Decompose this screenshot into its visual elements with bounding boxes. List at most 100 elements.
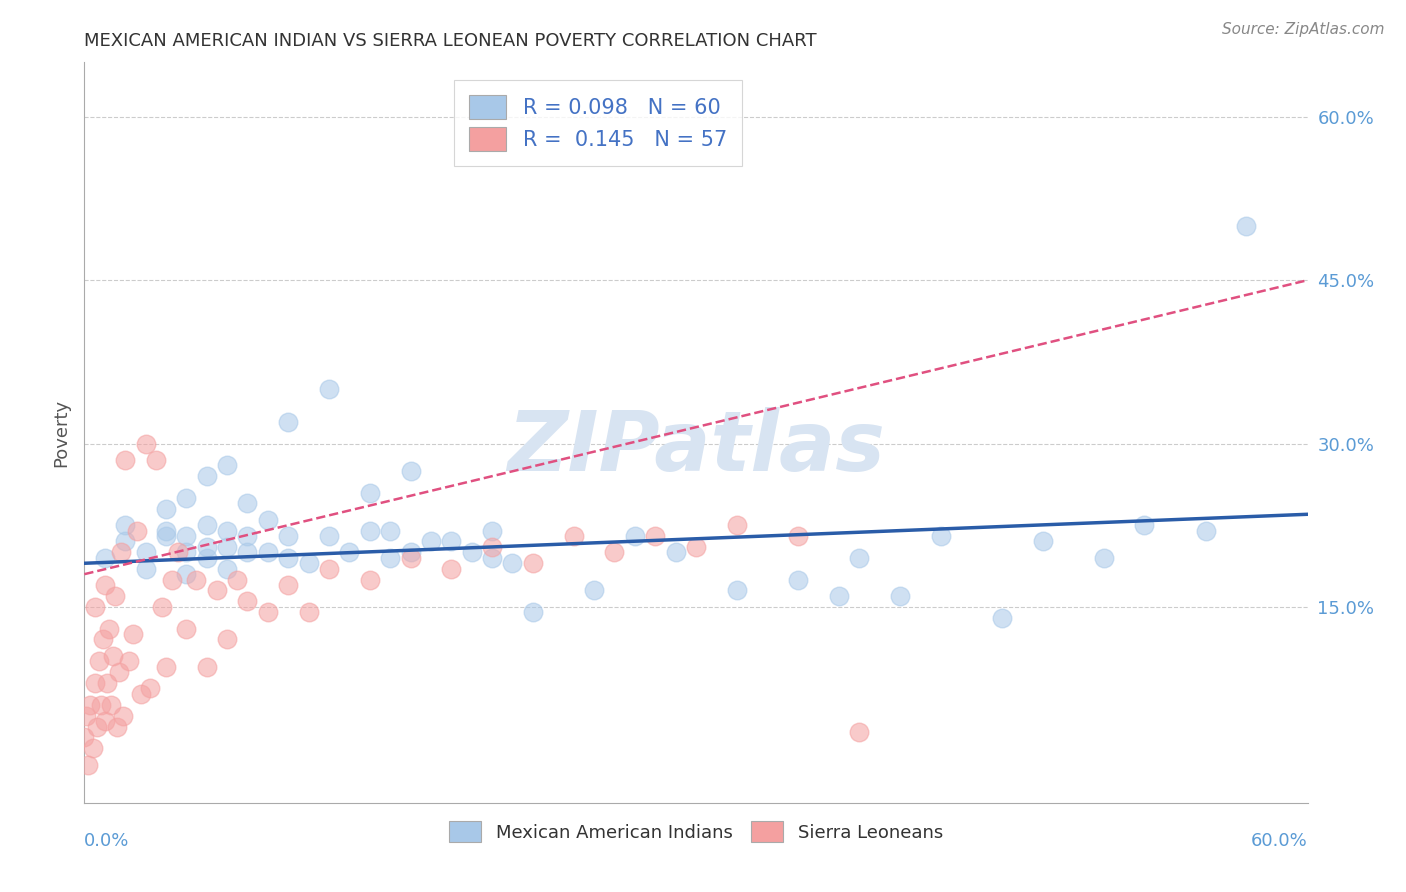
Point (359, 485, 381, 500)
Point (624, 529, 647, 543)
Point (399, 464, 422, 478)
Point (440, 562, 463, 576)
Point (236, 496, 259, 510)
Point (83, 676, 105, 690)
Point (725, 518, 748, 533)
Point (257, 513, 280, 527)
Point (644, 529, 666, 543)
Point (217, 562, 239, 576)
Point (226, 573, 249, 587)
Point (481, 540, 503, 554)
Point (195, 659, 218, 673)
Point (186, 573, 208, 587)
Point (112, 708, 135, 723)
Point (277, 415, 299, 429)
Point (1032, 534, 1054, 549)
Point (359, 573, 381, 587)
Point (174, 622, 197, 636)
Point (236, 594, 259, 608)
Point (725, 583, 748, 598)
Point (174, 545, 197, 559)
Point (155, 501, 177, 516)
Point (828, 589, 851, 603)
Point (420, 534, 443, 549)
Point (167, 545, 190, 559)
Point (160, 573, 183, 587)
Point (135, 545, 157, 559)
Point (787, 573, 810, 587)
Point (522, 605, 544, 619)
Point (298, 556, 321, 570)
Point (848, 550, 870, 565)
Point (502, 556, 524, 570)
Point (318, 382, 340, 396)
Point (91, 632, 114, 647)
Point (929, 529, 952, 543)
Point (79, 698, 101, 712)
Point (848, 725, 870, 739)
Point (105, 720, 128, 734)
Point (603, 545, 626, 559)
Point (86, 720, 108, 734)
Point (155, 659, 177, 673)
Point (145, 453, 167, 467)
Point (665, 545, 688, 559)
Point (257, 545, 280, 559)
Point (77, 757, 100, 772)
Point (339, 545, 361, 559)
Point (114, 518, 136, 533)
Point (217, 632, 239, 647)
Point (93, 714, 115, 728)
Point (787, 529, 810, 543)
Point (217, 524, 239, 538)
Point (257, 605, 280, 619)
Point (87, 654, 110, 668)
Point (73, 731, 96, 745)
Point (562, 529, 585, 543)
Point (138, 681, 160, 696)
Point (110, 545, 132, 559)
Text: Source: ZipAtlas.com: Source: ZipAtlas.com (1222, 22, 1385, 37)
Point (481, 524, 503, 538)
Point (122, 627, 145, 641)
Point (174, 491, 197, 505)
Point (104, 589, 127, 603)
Point (118, 654, 141, 668)
Point (96, 676, 118, 690)
Point (155, 529, 177, 543)
Point (75, 708, 97, 723)
Point (889, 589, 911, 603)
Point (195, 550, 218, 565)
Point (318, 562, 340, 576)
Point (90, 698, 112, 712)
Point (101, 648, 124, 663)
Legend: Mexican American Indians, Sierra Leoneans: Mexican American Indians, Sierra Leonean… (441, 814, 950, 849)
Point (236, 529, 259, 543)
Point (1195, 524, 1218, 538)
Point (380, 550, 402, 565)
Point (135, 436, 157, 450)
Text: ZIPatlas: ZIPatlas (508, 407, 884, 488)
Point (195, 518, 218, 533)
Point (114, 534, 136, 549)
Point (131, 687, 153, 701)
Point (174, 567, 197, 582)
Point (277, 550, 299, 565)
Point (100, 698, 122, 712)
Point (93, 550, 115, 565)
Point (155, 524, 177, 538)
Point (440, 534, 463, 549)
Text: 60.0%: 60.0% (1251, 832, 1308, 850)
Point (359, 524, 381, 538)
Point (108, 665, 131, 680)
Point (380, 524, 402, 538)
Text: 0.0%: 0.0% (84, 832, 129, 850)
Point (1236, 219, 1258, 233)
Point (135, 562, 157, 576)
Point (82, 741, 104, 756)
Point (991, 611, 1014, 625)
Y-axis label: Poverty: Poverty (52, 399, 70, 467)
Point (1133, 518, 1156, 533)
Point (217, 458, 239, 473)
Point (399, 545, 422, 559)
